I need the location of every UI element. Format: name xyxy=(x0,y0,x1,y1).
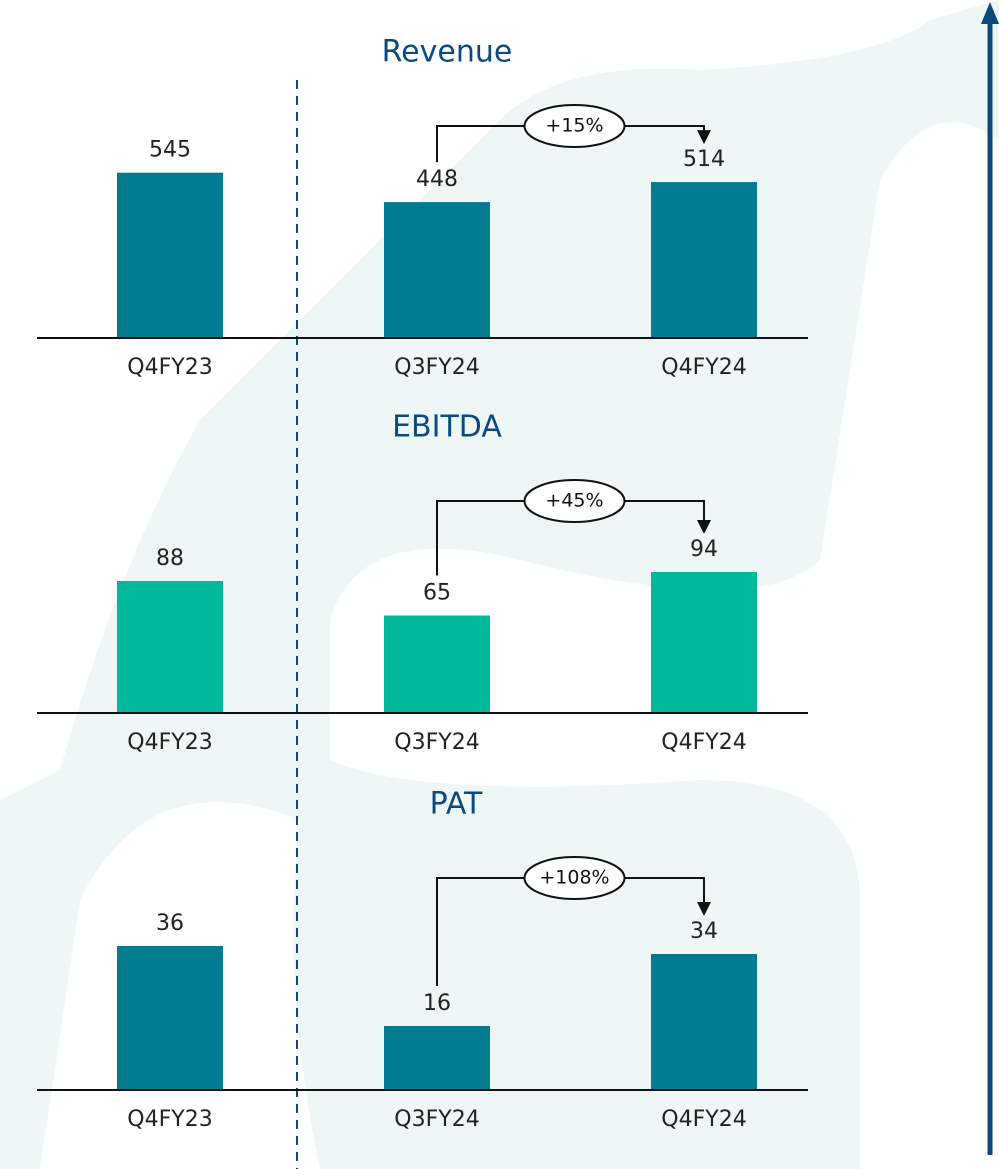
growth-label: +45% xyxy=(545,490,603,512)
bar xyxy=(117,946,223,1090)
x-tick-label: Q4FY23 xyxy=(127,1107,212,1132)
growth-badge xyxy=(523,104,626,148)
value-label: 448 xyxy=(416,167,458,192)
growth-label: +108% xyxy=(539,867,609,889)
bar xyxy=(651,572,757,713)
value-label: 88 xyxy=(156,546,184,571)
chart-title: EBITDA xyxy=(392,410,502,445)
value-label: 65 xyxy=(423,581,451,606)
bar xyxy=(651,954,757,1090)
trend-arrow-head xyxy=(981,2,999,24)
x-tick-label: Q4FY23 xyxy=(127,355,212,380)
growth-badge xyxy=(523,856,626,900)
value-label: 36 xyxy=(156,911,184,936)
bar xyxy=(384,202,490,338)
value-label: 514 xyxy=(683,147,725,172)
value-label: 34 xyxy=(690,919,718,944)
x-tick-label: Q3FY24 xyxy=(394,730,479,755)
growth-arrow-head xyxy=(697,902,711,916)
growth-arrow-head xyxy=(697,130,711,145)
value-label: 94 xyxy=(690,537,718,562)
growth-badge xyxy=(523,479,626,523)
bar xyxy=(117,172,223,338)
value-label: 545 xyxy=(149,138,191,163)
bar xyxy=(384,1026,490,1090)
bar xyxy=(117,581,223,713)
growth-label: +15% xyxy=(545,115,603,137)
x-tick-label: Q3FY24 xyxy=(394,1107,479,1132)
growth-arrow-head xyxy=(697,520,711,534)
bar xyxy=(651,182,757,338)
x-tick-label: Q4FY24 xyxy=(661,1107,746,1132)
bar xyxy=(384,615,490,713)
x-tick-label: Q4FY23 xyxy=(127,730,212,755)
chart-title: Revenue xyxy=(382,35,513,70)
x-tick-label: Q4FY24 xyxy=(661,355,746,380)
chart-title: PAT xyxy=(430,787,483,822)
value-label: 16 xyxy=(423,991,451,1016)
x-tick-label: Q3FY24 xyxy=(394,355,479,380)
x-tick-label: Q4FY24 xyxy=(661,730,746,755)
